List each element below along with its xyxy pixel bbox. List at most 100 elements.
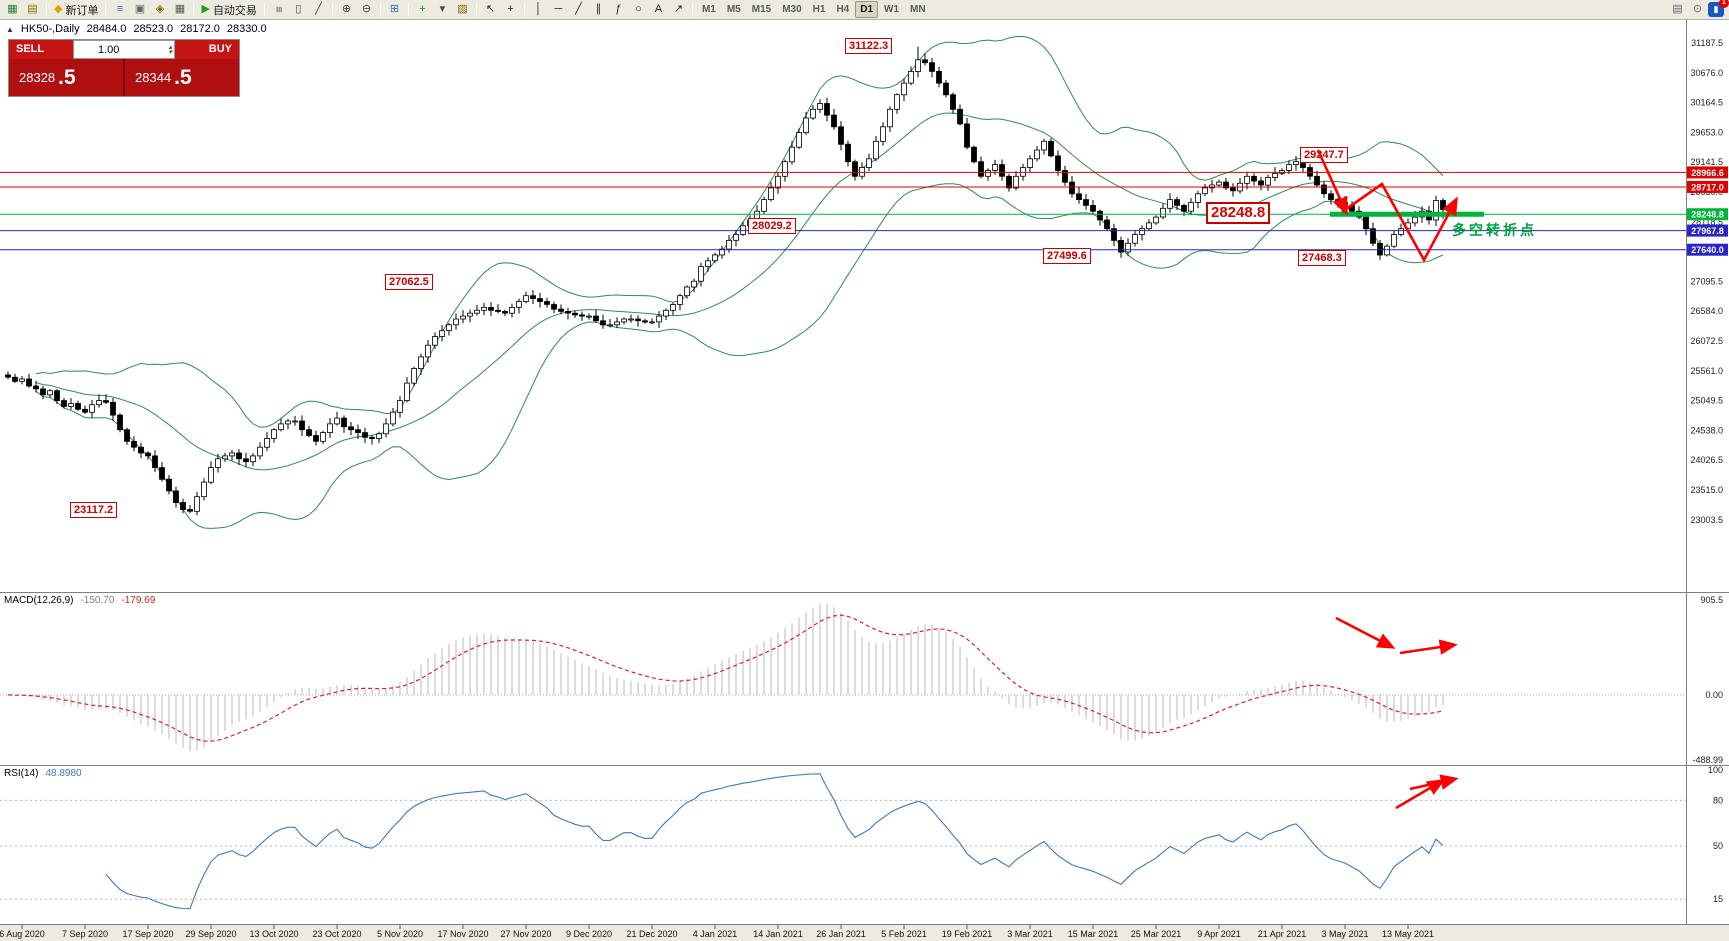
svg-text:26584.0: 26584.0: [1690, 306, 1723, 316]
svg-text:27 Nov 2020: 27 Nov 2020: [500, 929, 551, 939]
new-order-button-label: 新订单: [65, 4, 99, 17]
profiles-button[interactable]: ▤: [23, 1, 42, 18]
buy-price-frac: .5: [174, 65, 192, 89]
panel-separator[interactable]: [0, 590, 1729, 594]
svg-text:-488.99: -488.99: [1692, 755, 1723, 765]
zoom-out-icon: ⊖: [361, 3, 372, 15]
candlestick-chart-button[interactable]: ▯: [289, 1, 308, 18]
text-button[interactable]: A: [649, 1, 668, 18]
mobile-app-button[interactable]: ▮ 1: [1708, 0, 1729, 17]
svg-text:17 Sep 2020: 17 Sep 2020: [122, 929, 173, 939]
periods-icon: ▾: [439, 3, 446, 15]
trendline-button[interactable]: ╱: [569, 1, 588, 18]
panel-separator[interactable]: [0, 763, 1729, 767]
rsi-value: 48.8980: [45, 768, 82, 779]
arrows-icon: ↗: [673, 3, 684, 15]
svg-text:0.00: 0.00: [1705, 690, 1723, 700]
svg-text:13 Oct 2020: 13 Oct 2020: [249, 929, 298, 939]
svg-text:5 Nov 2020: 5 Nov 2020: [377, 929, 423, 939]
volume-down-icon[interactable]: ▾: [168, 48, 172, 56]
autotrading-button[interactable]: ▶ 自动交易: [198, 1, 259, 18]
collapse-arrow-icon[interactable]: ▲: [6, 24, 14, 34]
svg-text:28966.6: 28966.6: [1691, 168, 1724, 178]
arrows-button[interactable]: ↗: [669, 1, 688, 18]
shapes-icon: ○: [635, 3, 642, 15]
tile-windows-icon: ⊞: [389, 3, 400, 15]
volume-up-icon[interactable]: ▴: [168, 43, 172, 51]
timeframe-m1-button[interactable]: M1: [701, 4, 716, 15]
cursor-icon: ↖: [485, 3, 496, 15]
crosshair-icon: +: [507, 3, 514, 15]
bar-chart-button[interactable]: ≡: [269, 1, 288, 18]
line-chart-button[interactable]: ╱: [309, 1, 328, 18]
time-axis[interactable]: 6 Aug 2020 7 Sep 2020 17 Sep 2020 29 Sep 20…: [0, 925, 1434, 939]
timeframe-m5-button[interactable]: M5: [726, 4, 741, 15]
search-button[interactable]: ⊙: [1688, 1, 1707, 18]
data-window-button[interactable]: ▣: [130, 1, 149, 18]
fibonacci-button[interactable]: ƒ: [609, 1, 628, 18]
notification-badge: 1: [1719, 0, 1729, 8]
timeframe-m30-button[interactable]: M30: [782, 4, 802, 15]
terminal-button[interactable]: ▦: [170, 1, 189, 18]
buy-price[interactable]: 28344 .5: [125, 59, 239, 96]
vertical-line-button[interactable]: │: [529, 1, 548, 18]
zoom-in-button[interactable]: ⊕: [337, 1, 356, 18]
svg-text:25561.0: 25561.0: [1690, 366, 1723, 376]
navigator-button[interactable]: ◈: [150, 1, 169, 18]
svg-text:24026.5: 24026.5: [1690, 455, 1723, 465]
svg-text:100: 100: [1708, 765, 1723, 775]
macd-value: -150.70: [80, 595, 115, 606]
zoom-in-icon: ⊕: [341, 3, 352, 15]
templates-button[interactable]: ▨: [453, 1, 472, 18]
rsi-label: RSI(14) 48.8980: [4, 768, 82, 779]
new-order-button[interactable]: ◆ 新订单: [51, 1, 101, 18]
svg-text:905.5: 905.5: [1700, 595, 1723, 605]
horizontal-line-icon: ─: [554, 3, 563, 15]
svg-text:25 Mar 2021: 25 Mar 2021: [1131, 929, 1182, 939]
shapes-button[interactable]: ○: [629, 1, 648, 18]
indicators-button[interactable]: +: [413, 1, 432, 18]
volume-input[interactable]: 1.00 ▴ ▾: [73, 40, 175, 59]
macd-title: MACD(12,26,9): [4, 595, 74, 606]
svg-text:29653.0: 29653.0: [1690, 127, 1723, 137]
svg-text:9 Dec 2020: 9 Dec 2020: [566, 929, 612, 939]
timeframe-h1-button[interactable]: H1: [812, 4, 826, 15]
sell-price-frac: .5: [58, 65, 76, 89]
channel-button[interactable]: ∥: [589, 1, 608, 18]
chart-background[interactable]: [0, 20, 1729, 941]
timeframe-h4-button[interactable]: H4: [836, 4, 850, 15]
timeframe-w1-button[interactable]: W1: [884, 4, 900, 15]
new-chart-button[interactable]: ▦: [3, 1, 22, 18]
market-watch-button[interactable]: ≡: [110, 1, 129, 18]
svg-text:31187.5: 31187.5: [1691, 38, 1723, 48]
new-chart-icon: ▦: [7, 3, 18, 15]
tile-windows-button[interactable]: ⊞: [385, 1, 404, 18]
timeframe-d1-button[interactable]: D1: [855, 1, 879, 18]
crosshair-button[interactable]: +: [501, 1, 520, 18]
zoom-out-button[interactable]: ⊖: [357, 1, 376, 18]
cursor-button[interactable]: ↖: [481, 1, 500, 18]
svg-text:14 Jan 2021: 14 Jan 2021: [753, 929, 803, 939]
navigator-icon: ◈: [155, 3, 165, 15]
svg-text:7 Sep 2020: 7 Sep 2020: [62, 929, 108, 939]
sell-button[interactable]: SELL: [9, 40, 73, 59]
bar-chart-icon: ≡: [272, 6, 285, 13]
periods-button[interactable]: ▾: [433, 1, 452, 18]
volume-value: 1.00: [98, 43, 120, 56]
toolbar-separator: [193, 2, 195, 17]
horizontal-line-button[interactable]: ─: [549, 1, 568, 18]
svg-text:50: 50: [1713, 841, 1723, 851]
svg-text:29 Sep 2020: 29 Sep 2020: [185, 929, 236, 939]
chat-button[interactable]: ▤: [1668, 1, 1687, 18]
svg-text:30164.5: 30164.5: [1690, 98, 1723, 108]
sell-price[interactable]: 28328 .5: [9, 59, 123, 96]
svg-text:80: 80: [1713, 795, 1723, 805]
svg-text:4 Jan 2021: 4 Jan 2021: [693, 929, 738, 939]
buy-button[interactable]: BUY: [175, 40, 239, 59]
timeframe-m15-button[interactable]: M15: [751, 4, 772, 15]
svg-text:25049.5: 25049.5: [1690, 396, 1723, 406]
timeframe-mn-button[interactable]: MN: [910, 4, 926, 15]
indicators-icon: +: [419, 3, 426, 15]
